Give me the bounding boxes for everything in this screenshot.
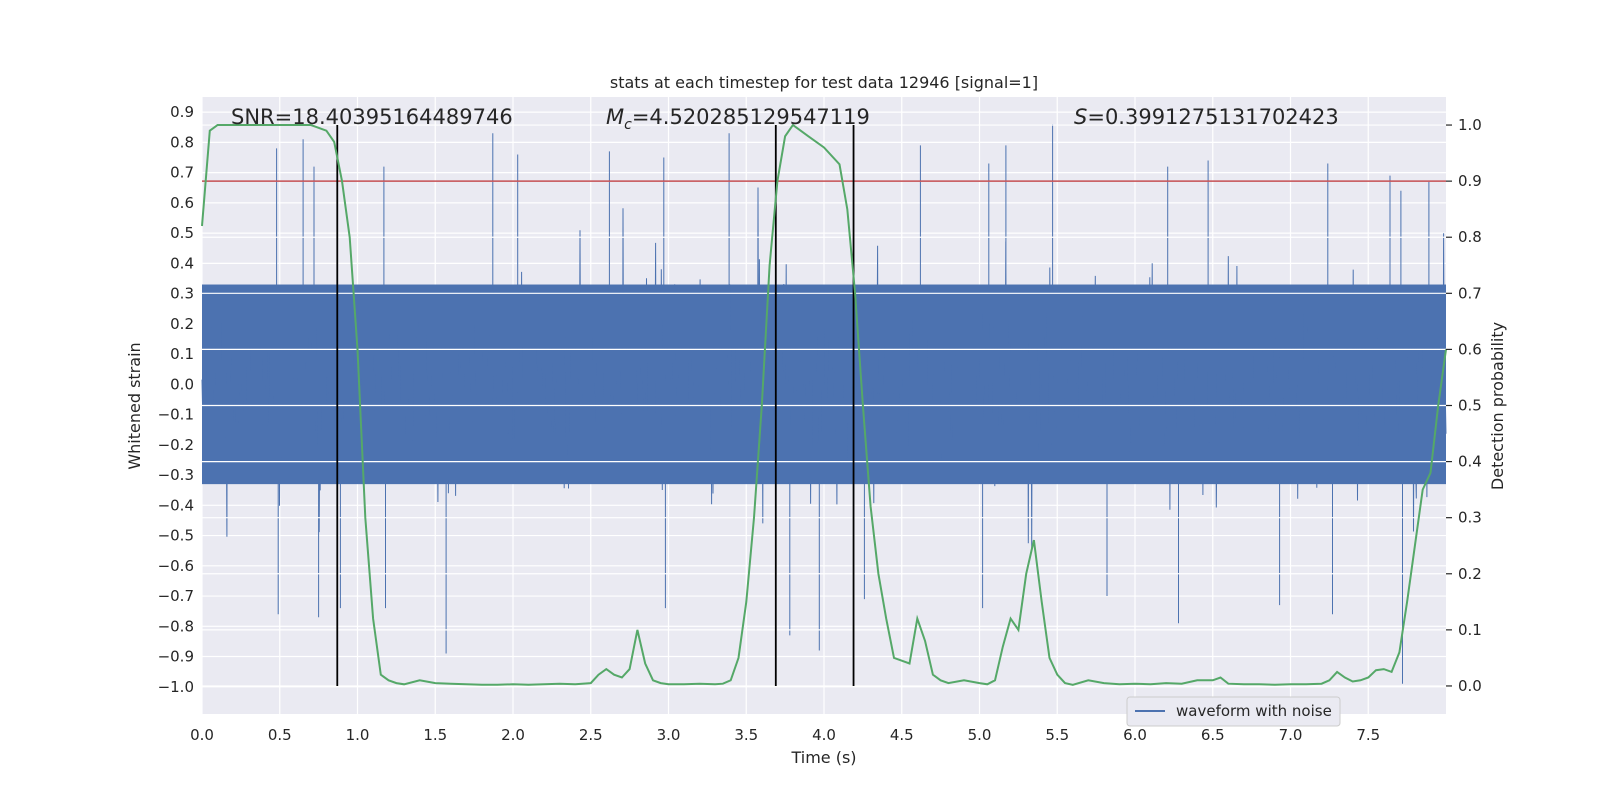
y-tick-label: 0.2 [170, 315, 194, 333]
y2-tick-label: 0.5 [1458, 397, 1482, 415]
x-tick-label: 4.0 [812, 726, 836, 744]
y-tick-label: −0.7 [158, 587, 194, 605]
y-tick-label: 0.1 [170, 345, 194, 363]
legend-box [1126, 696, 1341, 727]
x-tick-label: 1.5 [423, 726, 447, 744]
x-tick-label: 1.0 [346, 726, 370, 744]
y-tick-label: 0.7 [170, 164, 194, 182]
x-tick-labels: 0.0 0.5 1.0 1.5 2.0 2.5 3.0 3.5 4.0 4.5 5.0 5.5 6.0 6… [190, 726, 1380, 744]
legend: waveform with noise [1126, 696, 1341, 727]
legend-label: waveform with noise [1176, 702, 1332, 720]
x-tick-label: 5.0 [968, 726, 992, 744]
x-tick-label: 0.5 [268, 726, 292, 744]
y-tick-label: −0.5 [158, 527, 194, 545]
probability-line [201, 123, 1447, 686]
x-tick-label: 2.5 [579, 726, 603, 744]
y2-tick-label: 0.9 [1458, 172, 1482, 190]
x-tick-label: 0.0 [190, 726, 214, 744]
y-axis-label: Whitened strain [125, 342, 144, 469]
x-tick-label: 6.5 [1201, 726, 1225, 744]
y-tick-label: −0.9 [158, 648, 194, 666]
snr-annotation: SNR=18.40395164489746 [231, 105, 513, 129]
y-tick-label: 0.3 [170, 285, 194, 303]
x-tick-label: 4.5 [890, 726, 914, 744]
s-symbol: S [1074, 105, 1087, 129]
y-tick-label: 0.9 [170, 103, 194, 121]
y2-tick-label: 0.6 [1458, 340, 1482, 358]
waveform-line [201, 124, 1447, 684]
y-tick-label: −0.8 [158, 617, 194, 635]
y2-tick-labels: 1.0 0.9 0.8 0.7 0.6 0.5 0.4 0.3 0.2 0.1 0.0 [1446, 116, 1482, 695]
y-tick-labels: 0.9 0.8 0.7 0.6 0.5 0.4 0.3 0.2 0.1 0.0 −0.1 −0.2 −0… [158, 103, 194, 696]
y2-tick-label: 0.2 [1458, 565, 1482, 583]
x-tick-label: 3.0 [657, 726, 681, 744]
y-tick-label: 0.8 [170, 133, 194, 151]
y2-tick-label: 0.4 [1458, 453, 1482, 471]
y2-axis-label: Detection probability [1488, 322, 1507, 490]
x-tick-label: 5.5 [1045, 726, 1069, 744]
waveform-series [201, 124, 1447, 684]
y-tick-label: −0.2 [158, 436, 194, 454]
y-tick-label: 0.5 [170, 224, 194, 242]
mc-subscript: c [624, 117, 632, 133]
mc-value: =4.520285129547119 [632, 105, 870, 129]
s-annotation: S=0.3991275131702423 [1074, 105, 1339, 129]
x-tick-label: 7.5 [1356, 726, 1380, 744]
y2-tick-label: 0.0 [1458, 677, 1482, 695]
y2-tick-label: 1.0 [1458, 116, 1482, 134]
y2-tick-label: 0.7 [1458, 284, 1482, 302]
y-tick-label: 0.4 [170, 254, 194, 272]
x-tick-label: 6.0 [1123, 726, 1147, 744]
y-tick-label: −0.6 [158, 557, 194, 575]
y2-tick-label: 0.8 [1458, 228, 1482, 246]
y2-tick-label: 0.1 [1458, 621, 1482, 639]
x-axis-label: Time (s) [790, 748, 856, 767]
x-tick-label: 7.0 [1279, 726, 1303, 744]
chart-title: stats at each timestep for test data 129… [610, 73, 1038, 92]
vertical-markers [336, 125, 855, 686]
mc-symbol: M [606, 105, 624, 129]
y-tick-label: −0.1 [158, 406, 194, 424]
y-tick-label: −1.0 [158, 678, 194, 696]
y2-tick-label: 0.3 [1458, 509, 1482, 527]
y-tick-label: −0.3 [158, 466, 194, 484]
chirp-mass-annotation: Mc=4.520285129547119 [606, 105, 870, 133]
y-tick-label: 0.0 [170, 375, 194, 393]
s-value: =0.3991275131702423 [1087, 105, 1338, 129]
x-tick-label: 3.5 [734, 726, 758, 744]
y-tick-label: 0.6 [170, 194, 194, 212]
y-tick-label: −0.4 [158, 496, 194, 514]
x-tick-label: 2.0 [501, 726, 525, 744]
